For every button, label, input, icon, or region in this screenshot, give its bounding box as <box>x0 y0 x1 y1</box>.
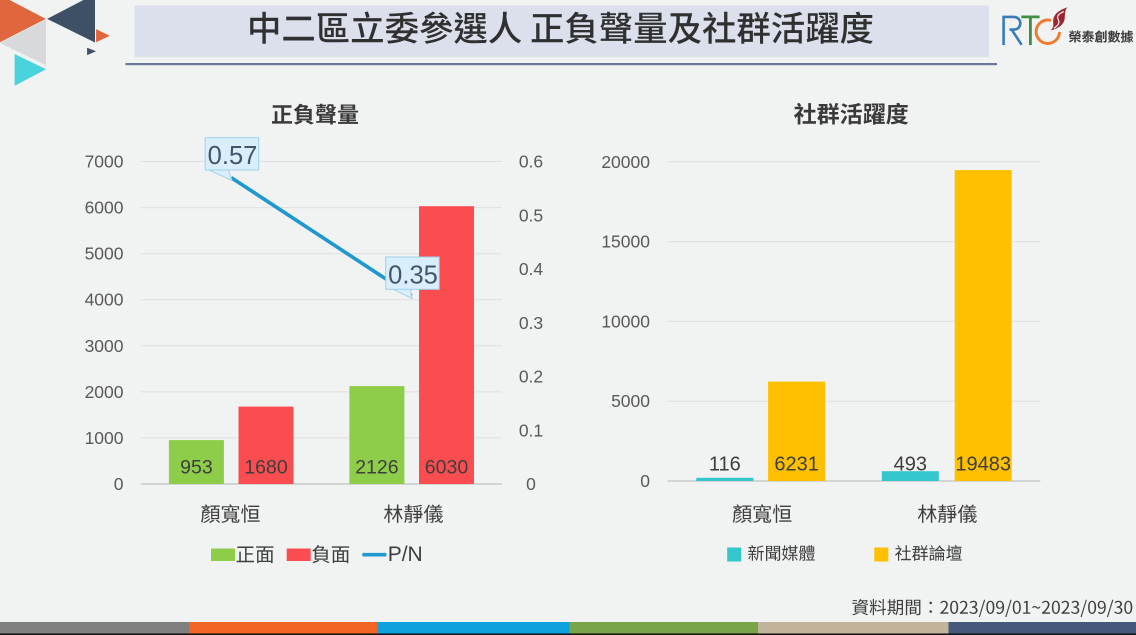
svg-text:2000: 2000 <box>85 382 124 402</box>
svg-text:0: 0 <box>114 474 124 494</box>
svg-text:0.2: 0.2 <box>519 367 543 387</box>
svg-text:0: 0 <box>640 471 650 491</box>
svg-text:0.1: 0.1 <box>519 420 543 440</box>
svg-text:10000: 10000 <box>601 311 650 331</box>
svg-text:0.5: 0.5 <box>519 205 543 225</box>
svg-text:6231: 6231 <box>774 453 819 475</box>
svg-text:1680: 1680 <box>244 457 288 479</box>
svg-text:0.35: 0.35 <box>388 262 438 290</box>
svg-text:P/N: P/N <box>388 543 423 566</box>
svg-text:493: 493 <box>894 453 927 475</box>
svg-text:7000: 7000 <box>85 152 124 172</box>
svg-text:0.4: 0.4 <box>519 259 544 279</box>
svg-text:6030: 6030 <box>425 457 469 479</box>
svg-text:0: 0 <box>526 474 536 494</box>
svg-text:0.6: 0.6 <box>519 152 543 172</box>
svg-text:4000: 4000 <box>85 290 124 310</box>
svg-text:0.57: 0.57 <box>208 142 258 170</box>
svg-text:953: 953 <box>180 457 213 479</box>
svg-text:15000: 15000 <box>601 232 650 252</box>
svg-text:5000: 5000 <box>85 244 124 264</box>
svg-text:3000: 3000 <box>85 336 124 356</box>
svg-text:0.3: 0.3 <box>519 313 543 333</box>
svg-text:5000: 5000 <box>611 391 650 411</box>
svg-text:6000: 6000 <box>85 198 124 218</box>
svg-text:1000: 1000 <box>85 428 124 448</box>
svg-text:2126: 2126 <box>355 457 398 479</box>
svg-text:20000: 20000 <box>601 152 650 172</box>
svg-text:116: 116 <box>709 453 741 475</box>
svg-text:19483: 19483 <box>955 453 1011 475</box>
